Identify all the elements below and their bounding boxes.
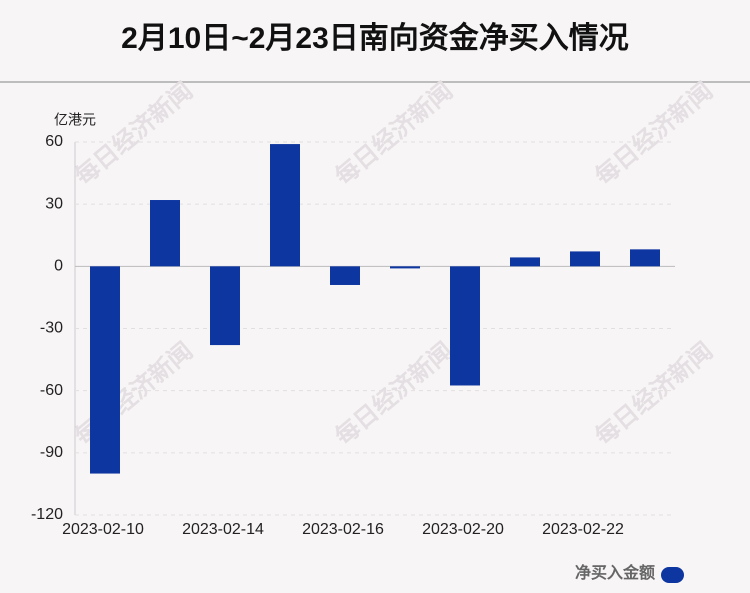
bar (270, 144, 300, 267)
bar (390, 266, 420, 269)
bar (210, 266, 240, 346)
bar (450, 266, 480, 386)
legend-swatch (661, 567, 684, 583)
y-tick-label: -90 (40, 444, 63, 461)
bar (90, 266, 120, 474)
bar (570, 251, 600, 267)
bar (510, 257, 540, 267)
x-tick-label: 2023-02-22 (542, 521, 624, 538)
x-tick-label: 2023-02-20 (422, 521, 504, 538)
chart-title: 2月10日~2月23日南向资金净买入情况 (121, 21, 629, 55)
bar (330, 266, 360, 285)
y-tick-label: -120 (31, 506, 63, 523)
bar (150, 200, 180, 267)
x-tick-label: 2023-02-10 (62, 521, 144, 538)
y-tick-label: -30 (40, 320, 63, 337)
legend-label: 净买入金额 (575, 563, 655, 582)
y-tick-label: 30 (45, 195, 63, 212)
y-tick-label: -60 (40, 382, 63, 399)
x-tick-label: 2023-02-16 (302, 521, 384, 538)
bar (630, 249, 660, 267)
y-tick-label: 0 (54, 258, 63, 275)
y-axis-unit: 亿港元 (54, 112, 96, 128)
y-tick-label: 60 (45, 133, 63, 150)
x-tick-label: 2023-02-14 (182, 521, 264, 538)
